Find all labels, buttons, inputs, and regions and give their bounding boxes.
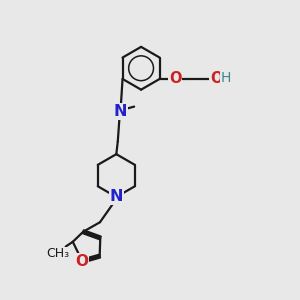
Text: N: N <box>113 104 127 119</box>
Text: H: H <box>220 71 231 85</box>
Text: O: O <box>169 71 181 86</box>
Text: CH₃: CH₃ <box>46 247 69 260</box>
Text: O: O <box>76 254 89 268</box>
Text: N: N <box>110 190 123 205</box>
Text: O: O <box>210 71 223 86</box>
